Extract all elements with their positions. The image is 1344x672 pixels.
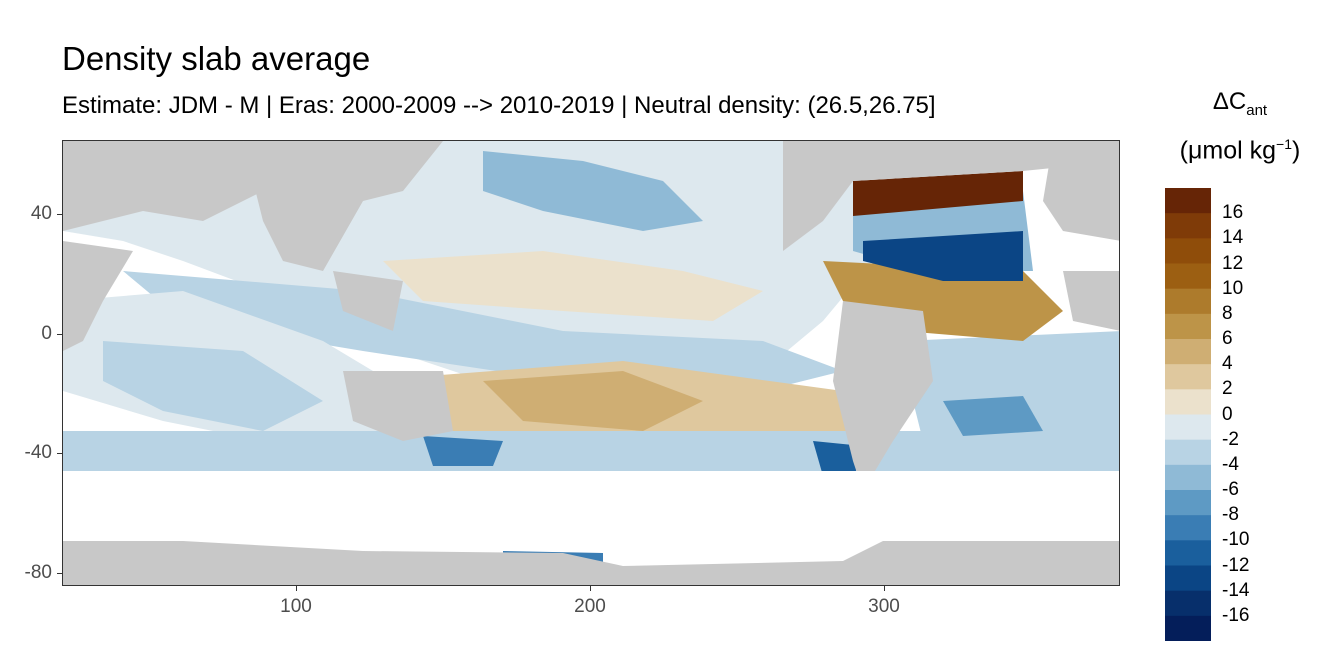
field-atlantic-subpolar (853, 171, 1023, 216)
land-eurasia-west (63, 141, 263, 231)
colorbar-label: -8 (1222, 504, 1239, 526)
y-tick-label: 0 (41, 323, 52, 344)
colorbar-label: 16 (1222, 202, 1244, 224)
colorbar-label: 6 (1222, 328, 1233, 349)
field-equatorial (123, 271, 843, 391)
y-tick-label: 40 (30, 203, 52, 224)
chart-title: Density slab average (62, 40, 371, 77)
colorbar-label: -10 (1222, 529, 1250, 551)
x-tickmark-200 (590, 586, 591, 591)
colorbar-label: 12 (1222, 252, 1244, 274)
land-australia (343, 371, 453, 441)
y-tickmark-m40 (57, 453, 62, 454)
colorbar-bin (1165, 238, 1211, 264)
colorbar-label: -16 (1222, 604, 1250, 626)
colorbar-label: 10 (1222, 277, 1244, 299)
chart-subtitle: Estimate: JDM - M | Eras: 2000-2009 --> … (62, 92, 936, 119)
y-tickmark-m80 (57, 573, 62, 574)
colorbar-label: 4 (1222, 353, 1233, 375)
land-europe (1043, 141, 1119, 241)
y-tick-label: -40 (24, 442, 52, 463)
colorbar-bin (1165, 188, 1211, 214)
field-north-pacific-blue (483, 151, 703, 231)
y-tick-label: -80 (24, 562, 52, 583)
x-tick-label: 300 (868, 596, 900, 617)
colorbar-bin (1165, 414, 1211, 441)
legend-unit-suffix: ) (1292, 136, 1301, 165)
colorbar-bin (1165, 439, 1211, 466)
field-indian-blue (103, 341, 323, 431)
legend-unit: (μmol kg−1) (1160, 136, 1320, 165)
colorbar-label: -2 (1222, 428, 1239, 450)
field-atlantic-south-dark (943, 396, 1043, 436)
land-africa (63, 241, 133, 351)
colorbar (1165, 188, 1211, 641)
colorbar-bin (1165, 565, 1211, 592)
colorbar-label: 8 (1222, 302, 1233, 324)
y-tickmark-0 (57, 334, 62, 335)
colorbar-bin (1165, 288, 1211, 315)
colorbar-bin (1165, 339, 1211, 365)
colorbar-label: 14 (1222, 227, 1244, 249)
missing-band (63, 471, 1119, 541)
colorbar-bin (1165, 313, 1211, 340)
legend-symbol: ΔCant (1160, 88, 1320, 119)
map-panel (62, 140, 1120, 586)
colorbar-label: -14 (1222, 579, 1250, 601)
colorbar-bin (1165, 389, 1211, 415)
colorbar-label: 2 (1222, 378, 1233, 400)
colorbar-bin (1165, 213, 1211, 239)
field-southern-dark (423, 436, 503, 466)
colorbar-bin (1165, 364, 1211, 390)
land (63, 141, 1119, 585)
land-africa-east (1063, 271, 1119, 331)
x-tick-label: 200 (574, 596, 606, 617)
land-antarctica (63, 541, 1119, 585)
colorbar-bin (1165, 263, 1211, 290)
colorbar-bin (1165, 490, 1211, 516)
colorbar-label: 0 (1222, 403, 1233, 425)
legend-unit-prefix: (μmol kg (1179, 136, 1277, 165)
legend-symbol-text: ΔC (1212, 88, 1247, 115)
colorbar-bin (1165, 464, 1211, 491)
colorbar-bin (1165, 540, 1211, 566)
colorbar-label: -6 (1222, 479, 1239, 500)
x-tick-label: 100 (280, 596, 312, 617)
y-tickmark-40 (57, 214, 62, 215)
legend-unit-sup: −1 (1276, 136, 1292, 152)
legend-symbol-sub: ant (1246, 101, 1268, 119)
field-south-pacific-core (483, 371, 703, 431)
colorbar-bin (1165, 590, 1211, 617)
land-south-america (833, 301, 933, 491)
colorbar-bin (1165, 615, 1211, 641)
colorbar-label: -4 (1222, 453, 1239, 475)
x-tickmark-300 (884, 586, 885, 591)
land-asia (243, 141, 443, 271)
colorbar-label: -12 (1222, 554, 1250, 576)
field-atlantic-subtropical-dark (863, 231, 1023, 281)
field-north-pacific-tan (383, 251, 763, 321)
map-svg (63, 141, 1119, 585)
land-north-america (783, 141, 1119, 251)
land-maritime (333, 271, 403, 331)
colorbar-bin (1165, 515, 1211, 541)
x-tickmark-100 (296, 586, 297, 591)
